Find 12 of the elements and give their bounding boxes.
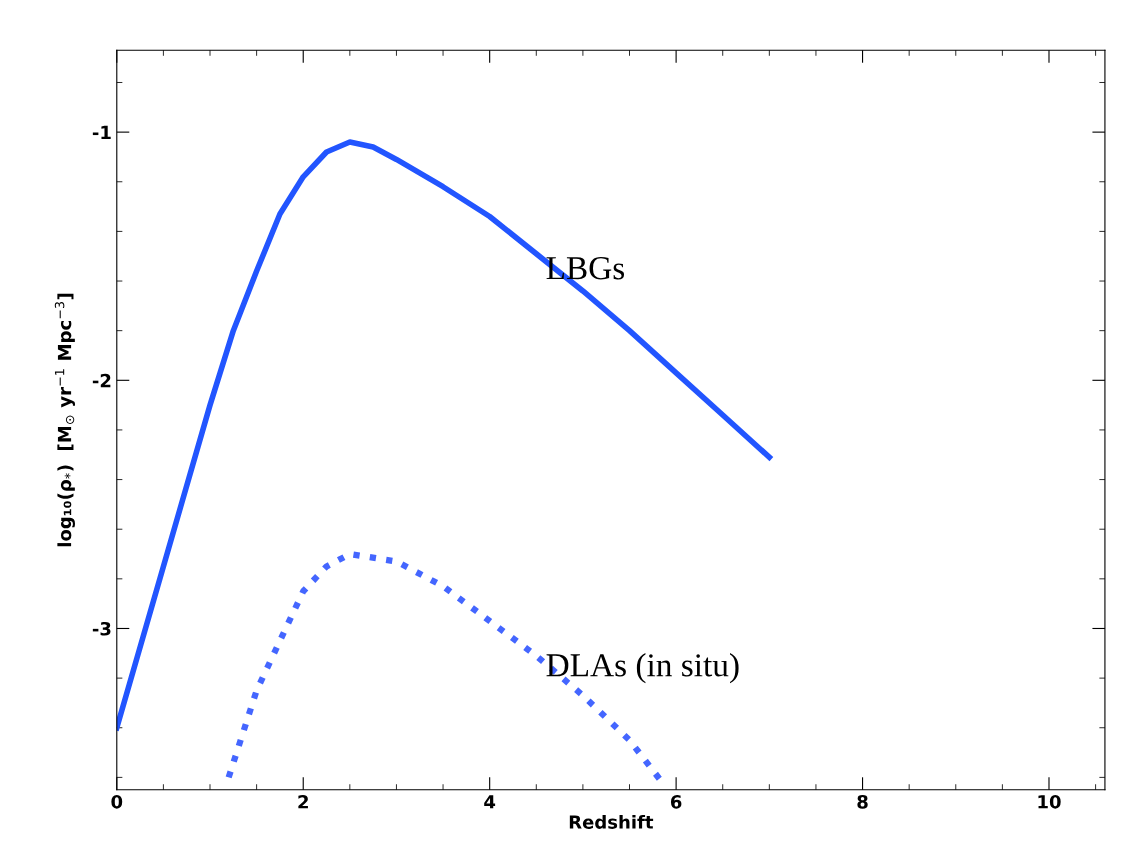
text: log₁₀(ρ$_{*}$) [M$_{⊙}$ yr$^{−1}$ Mpc$^{−3}$] [54,293,75,547]
annotation: DLAs (in situ) [546,653,739,684]
x-tick-label: 2 [298,794,308,809]
x-tick-label: 10 [1038,794,1061,809]
y-tick-label: -2 [92,373,111,388]
x-tick-label: 6 [670,794,682,809]
x-tick-label: 0 [111,794,123,809]
y-tick-label: -1 [92,125,111,139]
x-tick-label: 8 [857,794,868,809]
x-tick-label: 4 [484,795,496,809]
y-tick-label: -3 [92,621,111,636]
x-axis-title: Redshift [569,814,654,829]
